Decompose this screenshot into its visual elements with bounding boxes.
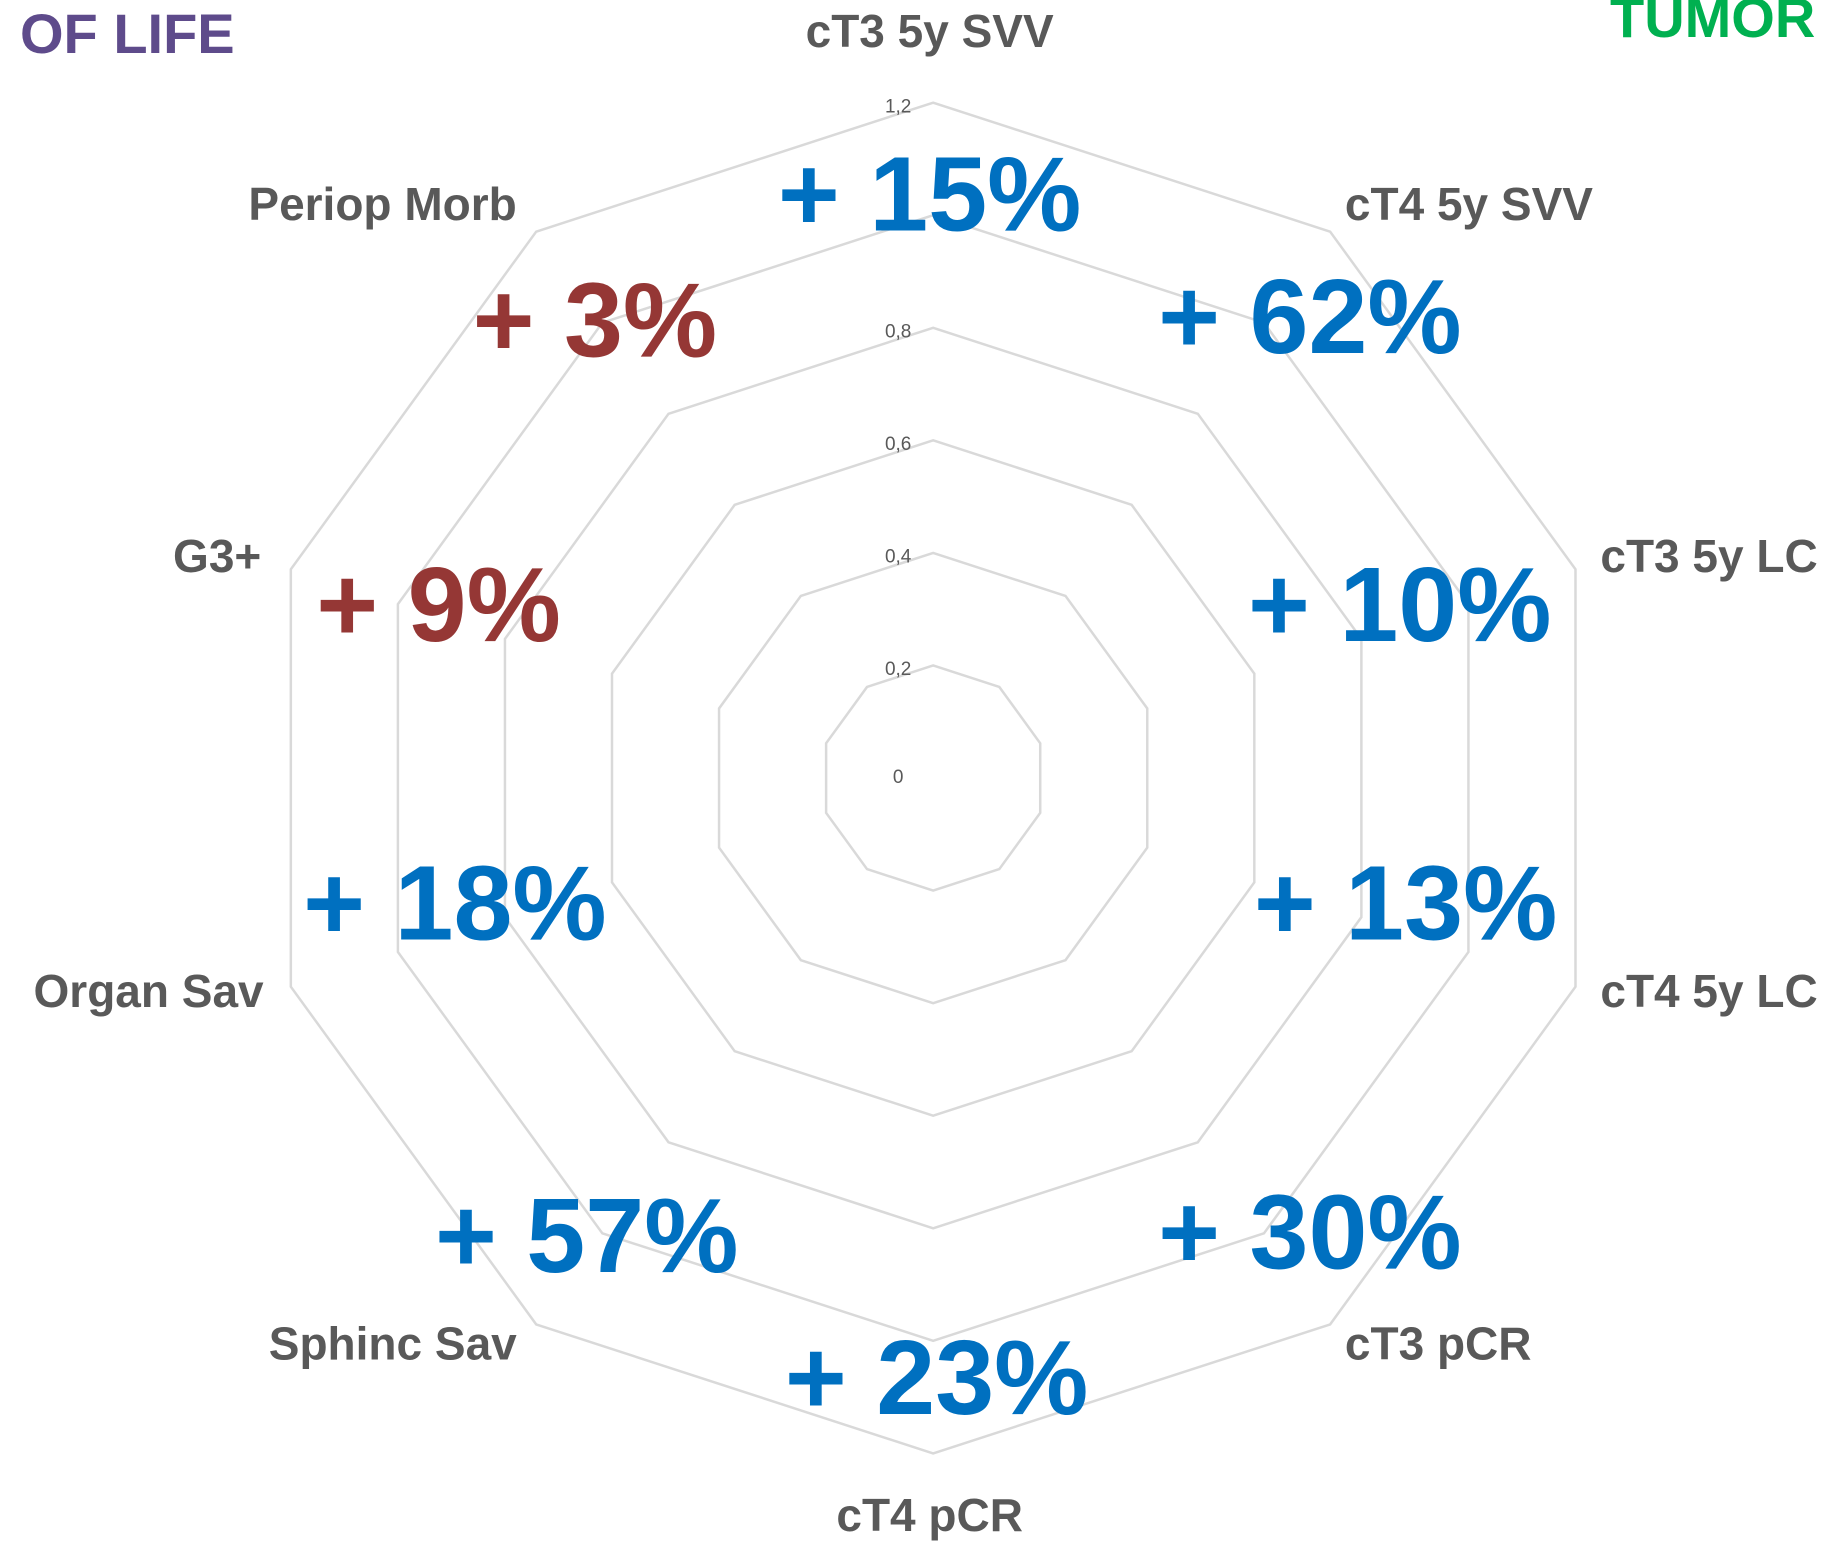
- r-tick-label: 0,2: [885, 659, 911, 680]
- axis-label: Organ Sav: [34, 965, 265, 1017]
- axis-label: G3+: [173, 530, 261, 582]
- annotation: + 15%: [778, 135, 1082, 253]
- annotation: + 18%: [303, 845, 607, 963]
- grid-ring: [503, 326, 1363, 1230]
- annotation: + 9%: [316, 546, 561, 664]
- r-tick-label: 0,6: [885, 434, 911, 455]
- r-tick-label: 1: [893, 209, 904, 230]
- axis-label: cT4 5y SVV: [1345, 178, 1593, 230]
- axis-label: cT3 5y SVV: [806, 5, 1054, 57]
- r-tick-label: 1,2: [885, 96, 911, 117]
- axis-label: Periop Morb: [248, 178, 516, 230]
- axis-label: cT3 pCR: [1345, 1317, 1532, 1369]
- annotation: + 3%: [473, 261, 718, 379]
- grid-ring: [289, 101, 1577, 1455]
- r-tick-label: 0: [893, 767, 904, 788]
- header-right: TUMOR: [1610, 0, 1815, 49]
- r-tick-label: 0,8: [885, 321, 911, 342]
- grid-ring: [824, 664, 1042, 892]
- axis-label: cT4 pCR: [836, 1489, 1023, 1541]
- grid-ring: [610, 439, 1256, 1118]
- annotation: + 23%: [785, 1319, 1089, 1437]
- annotation: + 10%: [1248, 546, 1552, 664]
- annotation: + 62%: [1158, 258, 1462, 376]
- grid-ring: [717, 551, 1149, 1005]
- axis-label: cT4 5y LC: [1600, 965, 1817, 1017]
- axis-label: Sphinc Sav: [269, 1317, 517, 1369]
- header-left: OF LIFE: [20, 2, 235, 65]
- axis-label: cT3 5y LC: [1600, 530, 1817, 582]
- r-tick-label: 0,4: [885, 547, 912, 568]
- annotation: + 13%: [1254, 845, 1558, 963]
- grid-ring: [396, 213, 1470, 1343]
- annotation: + 30%: [1158, 1173, 1462, 1291]
- annotation: + 57%: [435, 1177, 739, 1295]
